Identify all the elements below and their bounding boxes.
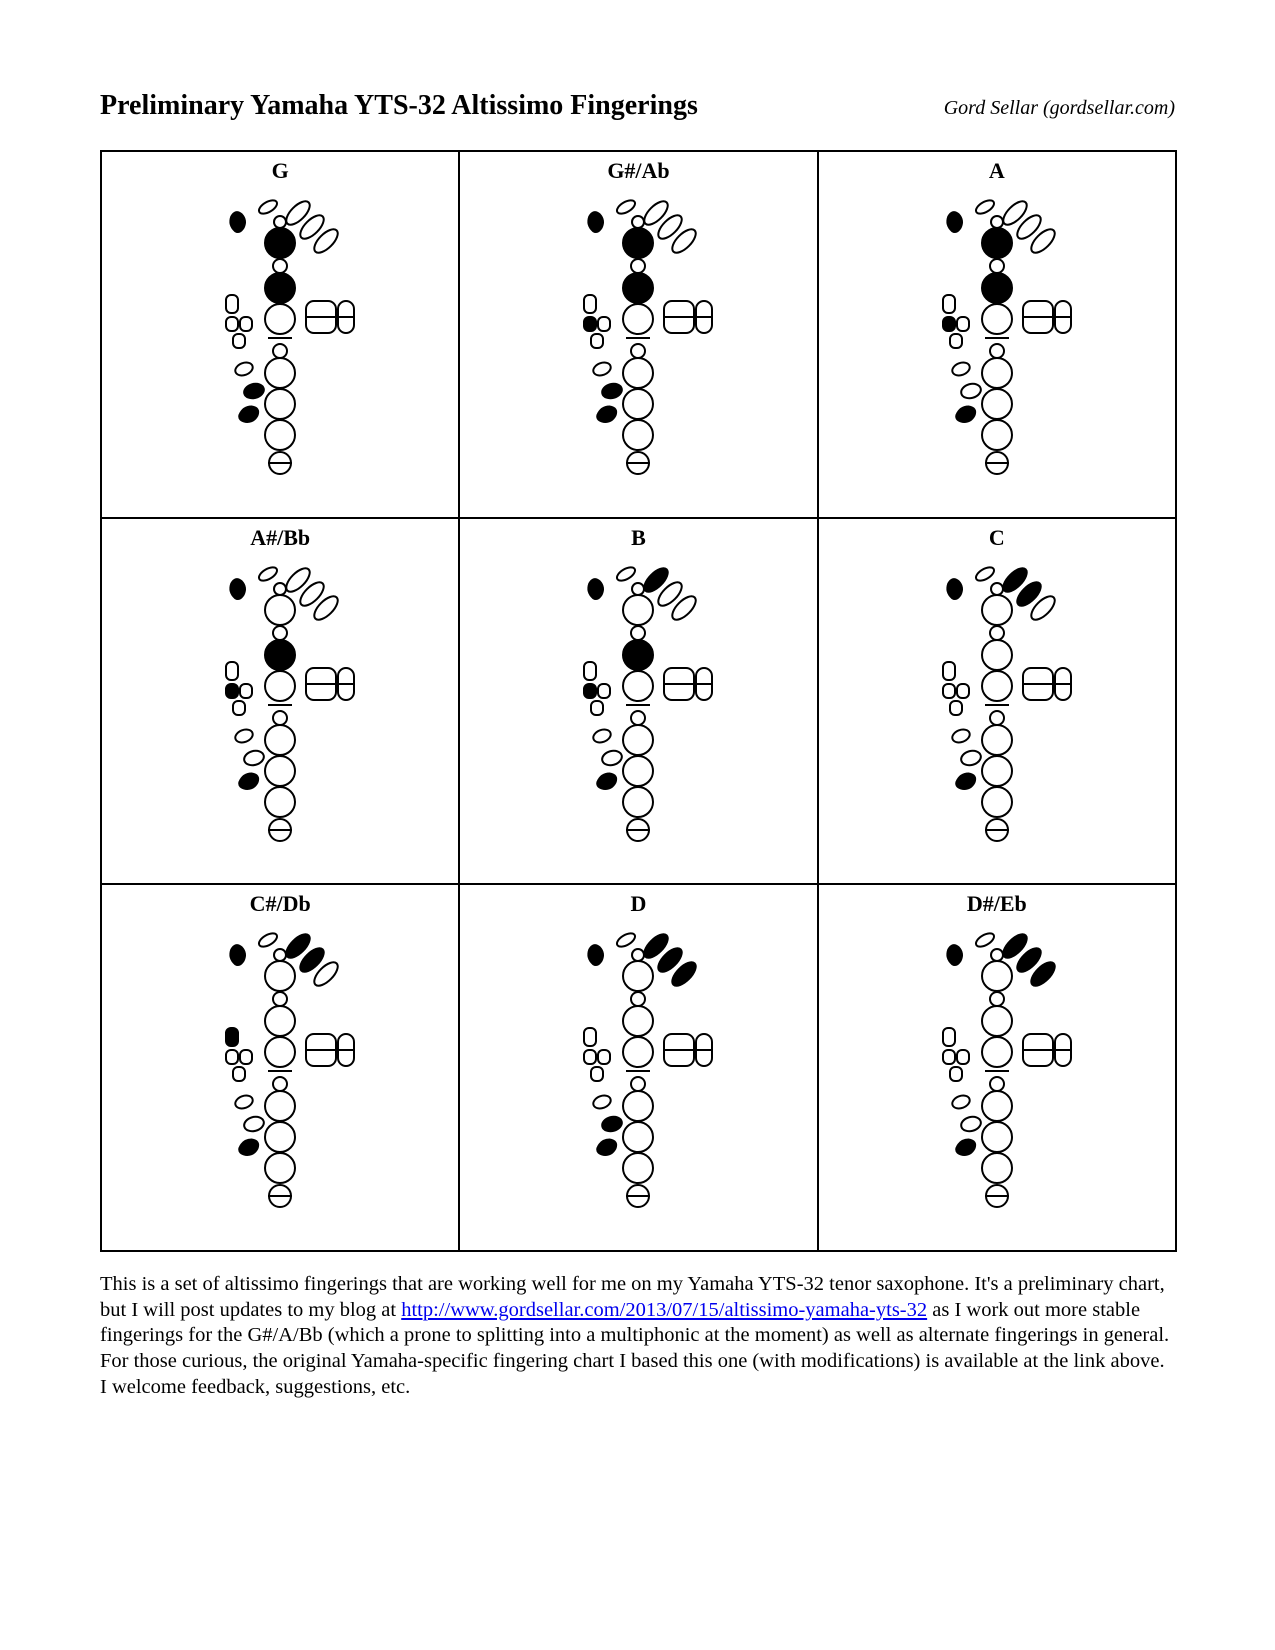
diagram-container bbox=[460, 553, 816, 884]
note-label: D bbox=[631, 891, 647, 917]
fingering-cell: A#/Bb bbox=[101, 518, 459, 885]
diagram-container bbox=[460, 186, 816, 517]
page-title: Preliminary Yamaha YTS-32 Altissimo Fing… bbox=[100, 90, 698, 122]
fingering-cell: G#/Ab bbox=[459, 151, 817, 518]
fingering-diagram bbox=[897, 186, 1097, 496]
fingering-cell: A bbox=[818, 151, 1176, 518]
fingering-grid: G G#/Ab A A#/Bb B C C#/Db D D#/Eb bbox=[100, 150, 1177, 1252]
fingering-diagram bbox=[897, 553, 1097, 863]
diagram-container bbox=[819, 186, 1175, 517]
diagram-container bbox=[102, 553, 458, 884]
diagram-container bbox=[819, 553, 1175, 884]
fingering-cell: D#/Eb bbox=[818, 884, 1176, 1251]
fingering-diagram bbox=[538, 186, 738, 496]
note-label: G#/Ab bbox=[607, 158, 669, 184]
note-label: D#/Eb bbox=[967, 891, 1027, 917]
header: Preliminary Yamaha YTS-32 Altissimo Fing… bbox=[100, 90, 1175, 122]
diagram-container bbox=[102, 919, 458, 1250]
note-label: G bbox=[272, 158, 289, 184]
fingering-diagram bbox=[538, 919, 738, 1229]
fingering-diagram bbox=[897, 919, 1097, 1229]
fingering-diagram bbox=[180, 553, 380, 863]
note-label: A#/Bb bbox=[250, 525, 310, 551]
diagram-container bbox=[819, 919, 1175, 1250]
footer-link[interactable]: http://www.gordsellar.com/2013/07/15/alt… bbox=[401, 1299, 927, 1321]
fingering-diagram bbox=[180, 919, 380, 1229]
fingering-cell: C bbox=[818, 518, 1176, 885]
note-label: C#/Db bbox=[250, 891, 311, 917]
fingering-cell: C#/Db bbox=[101, 884, 459, 1251]
note-label: C bbox=[989, 525, 1005, 551]
diagram-container bbox=[102, 186, 458, 517]
fingering-cell: G bbox=[101, 151, 459, 518]
fingering-diagram bbox=[538, 553, 738, 863]
note-label: A bbox=[989, 158, 1005, 184]
byline: Gord Sellar (gordsellar.com) bbox=[944, 97, 1175, 120]
fingering-diagram bbox=[180, 186, 380, 496]
fingering-cell: D bbox=[459, 884, 817, 1251]
diagram-container bbox=[460, 919, 816, 1250]
note-label: B bbox=[631, 525, 646, 551]
fingering-cell: B bbox=[459, 518, 817, 885]
footer-paragraph: This is a set of altissimo fingerings th… bbox=[100, 1272, 1175, 1400]
